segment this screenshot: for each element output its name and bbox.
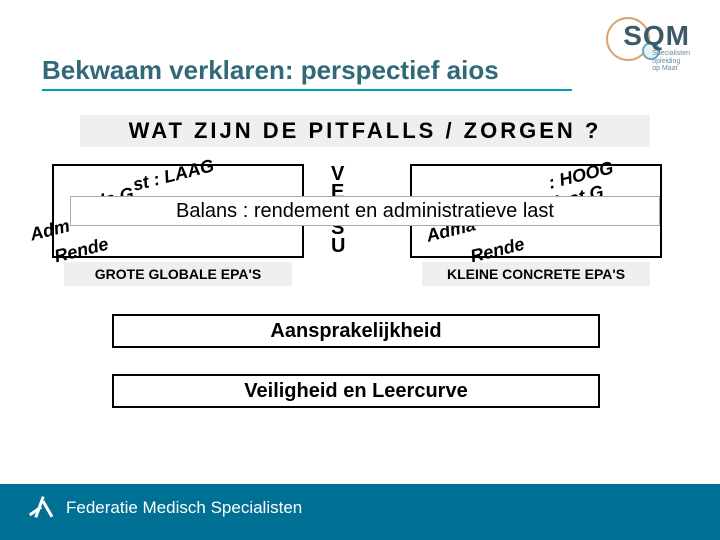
section-heading: WAT ZIJN DE PITFALLS / ZORGEN ? [80,115,650,147]
federation-icon [28,494,56,522]
topic-box-1: Aansprakelijkheid [112,314,600,348]
page-title: Bekwaam verklaren: perspectief aios [42,55,499,86]
title-underline [42,89,572,91]
footer-text: Federatie Medisch Specialisten [66,498,302,518]
footer-label: Federatie Medisch Specialisten [28,494,302,522]
caption-left: GROTE GLOBALE EPA'S [64,262,292,286]
logo-text: SQM [623,20,690,52]
topic-box-2: Veiligheid en Leercurve [112,374,600,408]
logo-subtitle: Specialisten opleiding op Maat [652,50,690,73]
caption-right: KLEINE CONCRETE EPA'S [422,262,650,286]
vs-char: U [331,236,351,256]
logo: SQM Specialisten opleiding op Maat [580,12,690,80]
balance-bar: Balans : rendement en administratieve la… [70,196,660,226]
footer-bar: Federatie Medisch Specialisten [0,484,720,540]
